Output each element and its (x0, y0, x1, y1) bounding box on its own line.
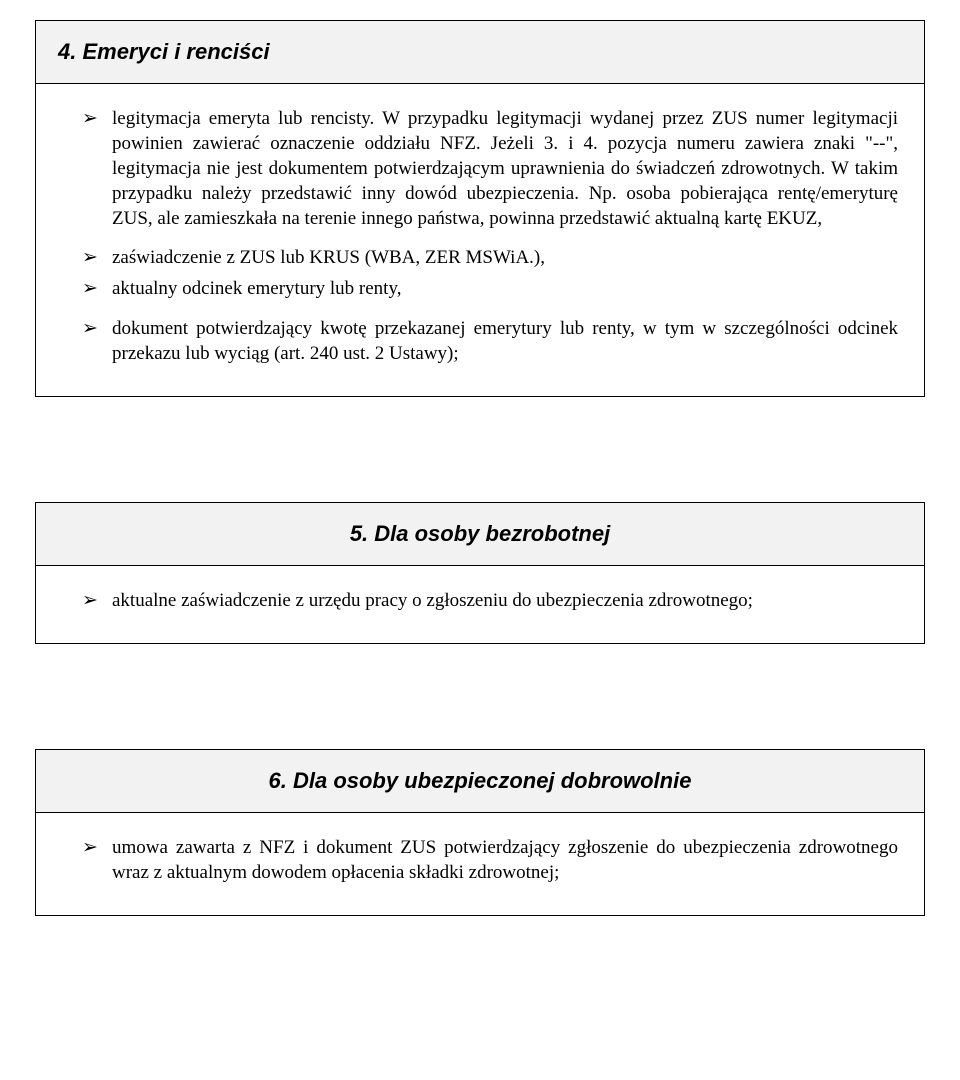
list-item: aktualny odcinek emerytury lub renty, (82, 276, 898, 301)
section-4-title: 4. Emeryci i renciści (58, 39, 270, 64)
list-item: aktualne zaświadczenie z urzędu pracy o … (82, 588, 898, 613)
section-5-title: 5. Dla osoby bezrobotnej (58, 521, 902, 547)
section-6-body: umowa zawarta z NFZ i dokument ZUS potwi… (35, 813, 925, 916)
list-item: zaświadczenie z ZUS lub KRUS (WBA, ZER M… (82, 245, 898, 270)
section-4-body: legitymacja emeryta lub rencisty. W przy… (35, 84, 925, 397)
section-5-header: 5. Dla osoby bezrobotnej (35, 502, 925, 566)
list-item: dokument potwierdzający kwotę przekazane… (82, 316, 898, 366)
section-6-header: 6. Dla osoby ubezpieczonej dobrowolnie (35, 749, 925, 813)
section-4-header: 4. Emeryci i renciści (35, 20, 925, 84)
section-6-title: 6. Dla osoby ubezpieczonej dobrowolnie (58, 768, 902, 794)
list-item: legitymacja emeryta lub rencisty. W przy… (82, 106, 898, 231)
section-5-body: aktualne zaświadczenie z urzędu pracy o … (35, 566, 925, 644)
list-item: umowa zawarta z NFZ i dokument ZUS potwi… (82, 835, 898, 885)
